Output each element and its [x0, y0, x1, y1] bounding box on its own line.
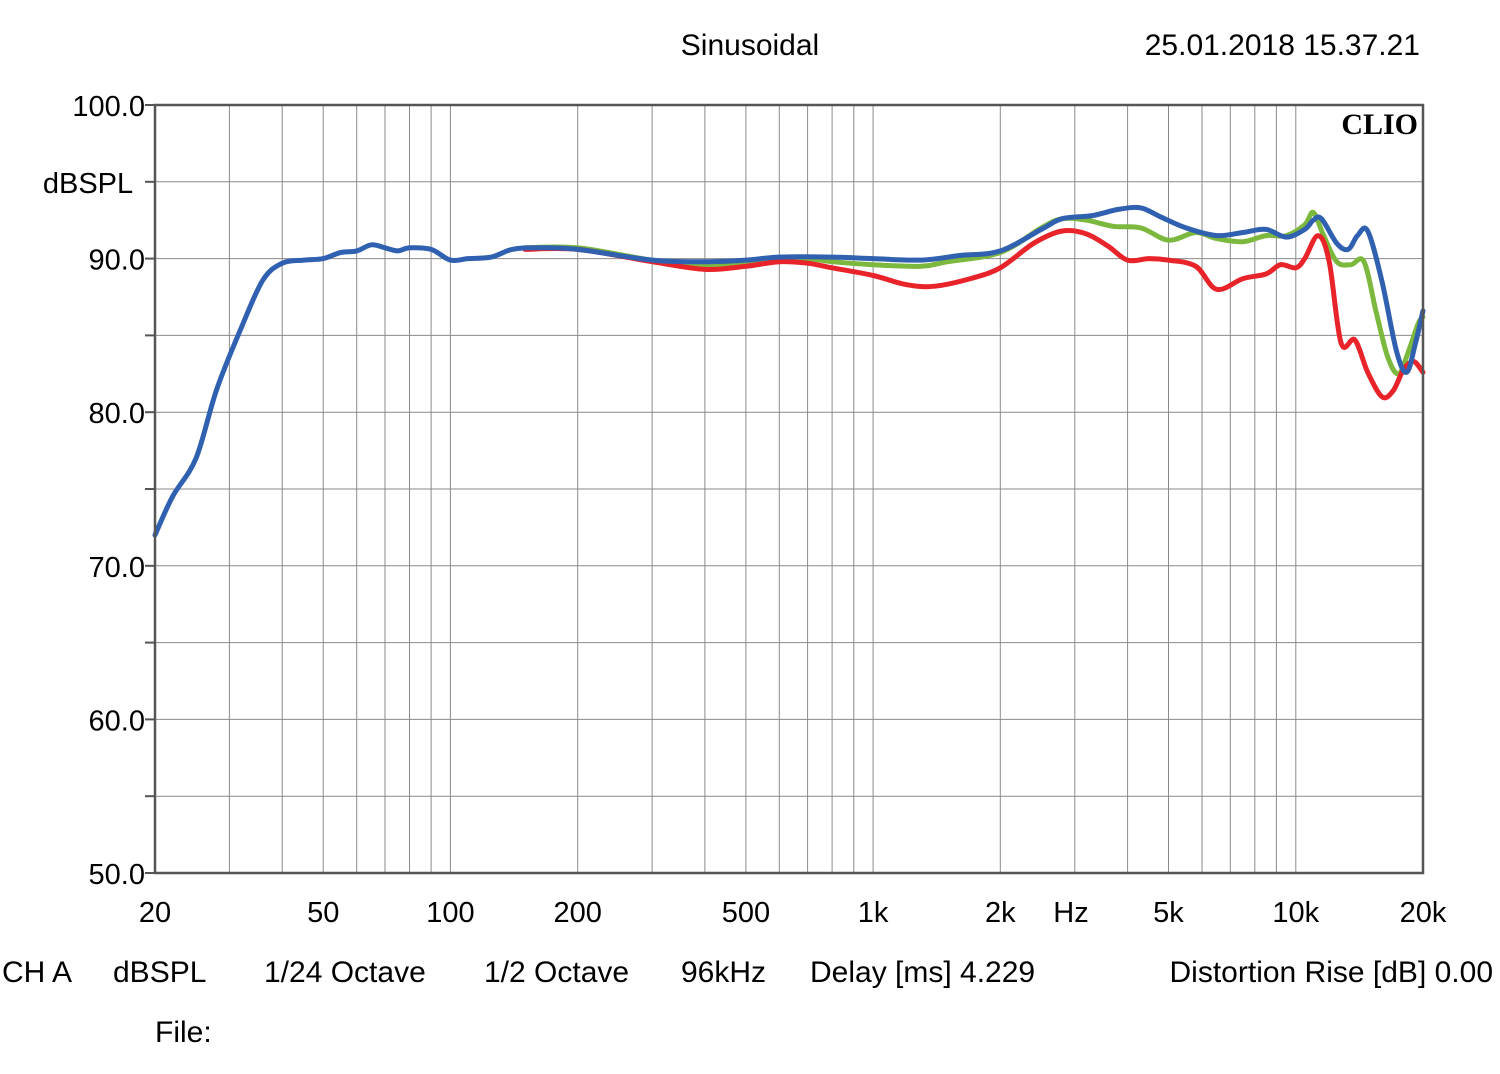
x-tick-label: 200: [554, 897, 602, 929]
x-axis-unit-label: Hz: [1053, 897, 1088, 929]
y-tick-label: 60.0: [89, 705, 145, 737]
x-tick-label: 2k: [985, 897, 1016, 929]
clio-logo: CLIO: [1341, 108, 1418, 141]
footer-file-label: File:: [155, 1016, 212, 1049]
y-tick-label: 80.0: [89, 398, 145, 430]
footer-sample-rate: 96kHz: [681, 956, 766, 989]
x-tick-label: 20k: [1400, 897, 1447, 929]
y-tick-label: 70.0: [89, 552, 145, 584]
chart-title: Sinusoidal: [681, 29, 819, 62]
series-line-2: [522, 227, 1426, 401]
footer-delay: Delay [ms] 4.229: [810, 956, 1035, 989]
y-tick-label: 90.0: [89, 245, 145, 277]
y-tick-label: 100.0: [72, 91, 145, 123]
timestamp: 25.01.2018 15.37.21: [1145, 29, 1420, 62]
x-tick-label: 20: [139, 897, 171, 929]
footer-channel: CH A: [2, 956, 72, 989]
x-axis-ticks: 20 50 100 200 500 1k 2k 5k 10k 20k: [139, 897, 1447, 929]
footer-smoothing: 1/24 Octave: [264, 956, 426, 989]
x-tick-label: 500: [722, 897, 770, 929]
series-line-3: [152, 204, 1426, 538]
y-axis-ticks: 100.0 90.0 80.0 70.0 60.0 50.0: [72, 91, 155, 891]
x-tick-label: 50: [307, 897, 339, 929]
x-tick-label: 100: [426, 897, 474, 929]
y-tick-label: 50.0: [89, 859, 145, 891]
grid: [155, 105, 1423, 873]
footer-octave: 1/2 Octave: [484, 956, 629, 989]
series-layer: [152, 204, 1426, 538]
x-tick-label: 10k: [1272, 897, 1319, 929]
footer-distortion: Distortion Rise [dB] 0.00: [1170, 956, 1493, 989]
x-tick-label: 5k: [1153, 897, 1184, 929]
y-axis-unit-label: dBSPL: [43, 168, 133, 200]
x-tick-label: 1k: [858, 897, 889, 929]
footer-unit: dBSPL: [113, 956, 206, 989]
